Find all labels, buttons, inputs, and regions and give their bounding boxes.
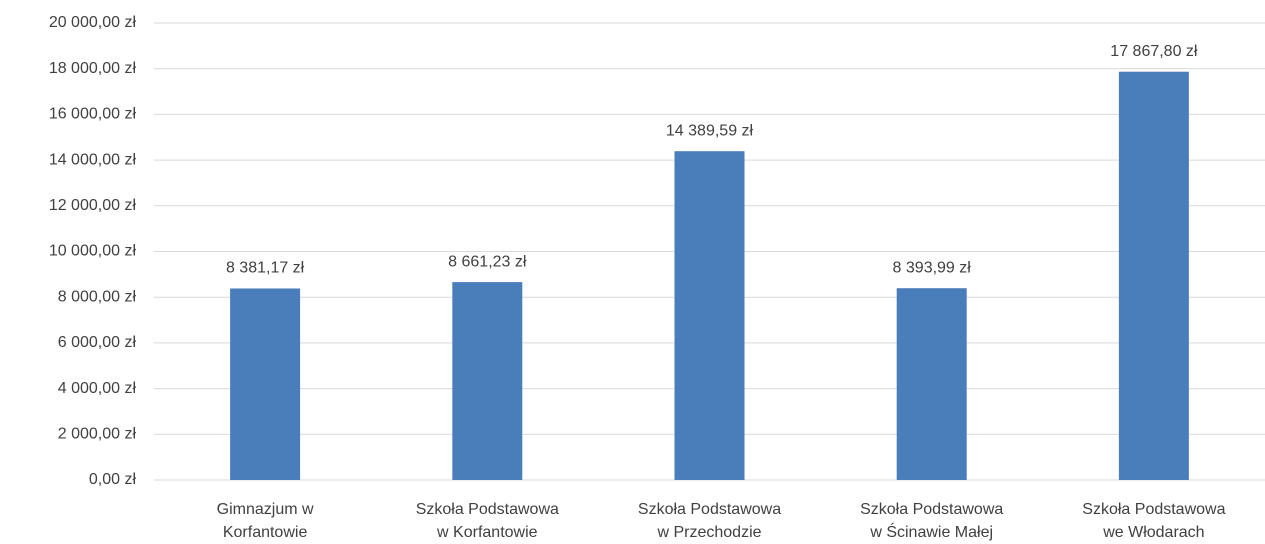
y-tick-label: 20 000,00 zł xyxy=(49,14,137,31)
bar xyxy=(452,282,523,480)
value-label: 8 661,23 zł xyxy=(448,253,527,270)
x-tick-label: Szkoła Podstawowa we Włodarach xyxy=(1082,501,1225,541)
x-tick-label: Szkoła Podstawowa w Korfantowie xyxy=(416,501,559,541)
x-tick-label: Gimnazjum w Korfantowie xyxy=(217,501,314,541)
bar xyxy=(896,288,967,480)
y-tick-label: 6 000,00 zł xyxy=(58,334,137,351)
y-tick-label: 12 000,00 zł xyxy=(49,197,137,214)
value-label: 8 381,17 zł xyxy=(226,260,305,277)
x-tick-label: Szkoła Podstawowa w Przechodzie xyxy=(638,501,781,541)
y-tick-label: 4 000,00 zł xyxy=(58,380,137,397)
x-tick-label: Szkoła Podstawowa w Ścinawie Małej xyxy=(860,501,1003,541)
y-tick-label: 0,00 zł xyxy=(89,471,137,488)
y-tick-label: 8 000,00 zł xyxy=(58,288,137,305)
y-tick-label: 2 000,00 zł xyxy=(58,426,137,443)
bar xyxy=(1118,71,1189,481)
y-tick-label: 10 000,00 zł xyxy=(49,243,137,260)
bar xyxy=(674,151,745,480)
bar xyxy=(230,288,301,480)
value-label: 14 389,59 zł xyxy=(666,122,754,139)
value-label: 8 393,99 zł xyxy=(893,259,972,276)
y-tick-label: 14 000,00 zł xyxy=(49,151,137,168)
value-label: 17 867,80 zł xyxy=(1110,43,1198,60)
y-tick-label: 16 000,00 zł xyxy=(49,106,137,123)
y-tick-label: 18 000,00 zł xyxy=(49,60,137,77)
